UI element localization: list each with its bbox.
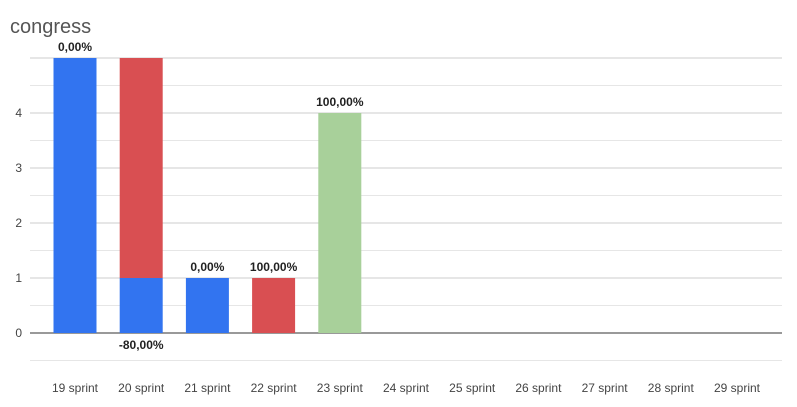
data-label: 100,00% [316, 95, 364, 109]
data-label: 0,00% [190, 260, 224, 274]
x-category-label: 20 sprint [118, 381, 165, 395]
bars [53, 58, 362, 333]
bar-19-sprint-series-1 [53, 58, 97, 333]
chart-title: congress [10, 16, 91, 38]
y-tick-label: 2 [15, 216, 22, 230]
data-labels: 0,00% -80,00% 0,00% 100,00% 100,00% [58, 40, 364, 352]
x-category-label: 27 sprint [582, 381, 629, 395]
x-category-label: 28 sprint [648, 381, 695, 395]
data-label: 0,00% [58, 40, 92, 54]
x-category-label: 24 sprint [383, 381, 430, 395]
data-label: 100,00% [250, 260, 298, 274]
x-category-label: 29 sprint [714, 381, 761, 395]
y-tick-label: 1 [15, 271, 22, 285]
x-category-label: 19 sprint [52, 381, 99, 395]
x-category-label: 26 sprint [515, 381, 562, 395]
y-tick-label: 3 [15, 161, 22, 175]
data-label: -80,00% [119, 338, 164, 352]
x-axis: 19 sprint 20 sprint 21 sprint 22 sprint 23 s… [52, 381, 761, 395]
bar-22-sprint-series-2 [252, 278, 296, 333]
x-category-label: 22 sprint [251, 381, 298, 395]
bar-21-sprint-series-1 [185, 278, 229, 333]
y-tick-label: 4 [15, 106, 22, 120]
x-category-label: 23 sprint [317, 381, 364, 395]
y-tick-label: 0 [15, 326, 22, 340]
bar-23-sprint-series-3 [318, 113, 362, 333]
bar-20-sprint-series-1 [119, 278, 163, 333]
x-category-label: 21 sprint [184, 381, 231, 395]
bar-20-sprint-series-2 [119, 58, 163, 278]
x-category-label: 25 sprint [449, 381, 496, 395]
